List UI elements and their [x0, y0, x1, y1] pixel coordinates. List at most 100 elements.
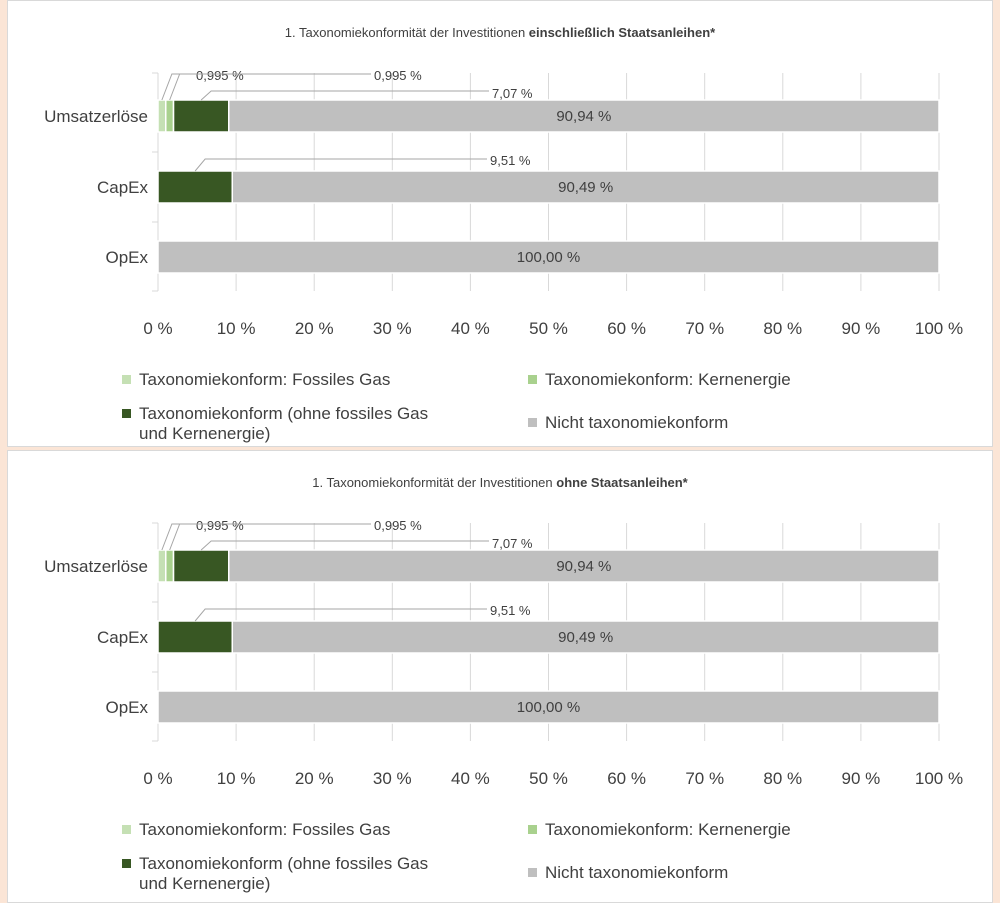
leader-line: [200, 540, 489, 551]
x-tick-label: 50 %: [529, 769, 568, 788]
legend-swatch: [528, 375, 537, 384]
x-tick-label: 80 %: [763, 319, 802, 338]
data-label: 100,00 %: [517, 699, 580, 716]
bar-segment: [228, 549, 940, 583]
bars: 90,94 % 90,49 % 100,00 %: [157, 99, 940, 274]
bar-segment: [172, 549, 230, 583]
legend-label: Taxonomiekonform: Kernenergie: [545, 820, 791, 839]
legend-label: Taxonomiekonform (ohne fossiles Gas: [139, 854, 428, 873]
x-tick-label: 90 %: [842, 769, 881, 788]
chart-panel-with-sovereign-bonds: 1. Taxonomiekonformität der Investitione…: [7, 0, 993, 447]
legend: Taxonomiekonform: Fossiles Gas Taxonomiek…: [122, 820, 791, 893]
leader-line: [194, 158, 487, 172]
chart-title-prefix: 1. Taxonomiekonformität der Investitione…: [312, 475, 556, 490]
x-tick-label: 50 %: [529, 319, 568, 338]
x-tick-label: 0 %: [143, 769, 172, 788]
y-axis: [152, 522, 159, 742]
category-label: CapEx: [97, 178, 149, 197]
category-label: OpEx: [105, 248, 148, 267]
legend-label: Taxonomiekonform: Kernenergie: [545, 370, 791, 389]
legend-label: und Kernenergie): [139, 874, 270, 893]
bar-segment: [228, 99, 940, 133]
legend-label: Nicht taxonomiekonform: [545, 863, 728, 882]
chart-title-bold: einschließlich Staatsanleihen*: [529, 25, 716, 40]
legend-swatch: [122, 409, 131, 418]
x-tick-label: 10 %: [217, 319, 256, 338]
x-tick-label: 90 %: [842, 319, 881, 338]
x-tick-label: 70 %: [685, 319, 724, 338]
data-label: 100,00 %: [517, 249, 580, 266]
data-label: 0,995 %: [196, 68, 244, 83]
leader-line: [169, 523, 371, 551]
bar-segment: [157, 690, 940, 724]
data-label: 7,07 %: [492, 86, 533, 101]
category-label: OpEx: [105, 698, 148, 717]
bar-segment: [157, 99, 167, 133]
chart-title-prefix: 1. Taxonomiekonformität der Investitione…: [285, 25, 529, 40]
x-tick-label: 20 %: [295, 769, 334, 788]
legend-swatch: [528, 868, 537, 877]
leader-line: [161, 73, 193, 101]
x-tick-label: 40 %: [451, 769, 490, 788]
legend-label: Taxonomiekonform (ohne fossiles Gas: [139, 404, 428, 423]
bars: 90,94 % 90,49 % 100,00 %: [157, 549, 940, 724]
x-tick-label: 20 %: [295, 319, 334, 338]
bar-segment: [157, 620, 234, 654]
x-tick-label: 30 %: [373, 769, 412, 788]
x-tick-label: 30 %: [373, 319, 412, 338]
bar-segment: [157, 240, 940, 274]
x-tick-label: 40 %: [451, 319, 490, 338]
legend-label: Taxonomiekonform: Fossiles Gas: [139, 820, 390, 839]
x-tick-label: 70 %: [685, 769, 724, 788]
leader-line: [161, 523, 193, 551]
chart-title-bold: ohne Staatsanleihen*: [556, 475, 688, 490]
bar-segment: [157, 549, 167, 583]
x-tick-label: 10 %: [217, 769, 256, 788]
data-label: 90,49 %: [558, 179, 613, 196]
bar-segment: [231, 170, 940, 204]
bar-segment: [165, 549, 175, 583]
data-label: 90,94 %: [556, 558, 611, 575]
legend-swatch: [122, 859, 131, 868]
bar-segment: [157, 170, 234, 204]
leader-line: [200, 90, 489, 101]
legend-swatch: [122, 375, 131, 384]
legend-label: Taxonomiekonform: Fossiles Gas: [139, 370, 390, 389]
x-tick-label: 60 %: [607, 319, 646, 338]
leader-line: [169, 73, 371, 101]
legend-label: Nicht taxonomiekonform: [545, 413, 728, 432]
chart-without-sovereign-bonds: 1. Taxonomiekonformität der Investitione…: [44, 475, 963, 893]
x-tick-label: 100 %: [915, 319, 963, 338]
chart-with-sovereign-bonds: 1. Taxonomiekonformität der Investitione…: [44, 25, 963, 443]
data-label: 90,49 %: [558, 629, 613, 646]
legend: Taxonomiekonform: Fossiles Gas Taxonomiek…: [122, 370, 791, 443]
bar-segment: [172, 99, 230, 133]
chart-title: 1. Taxonomiekonformität der Investitione…: [312, 475, 688, 490]
x-tick-label: 60 %: [607, 769, 646, 788]
callouts: 0,995 % 0,995 % 7,07 % 9,51 %: [161, 518, 533, 622]
y-axis: [152, 72, 159, 292]
x-tick-label: 100 %: [915, 769, 963, 788]
category-label: CapEx: [97, 628, 149, 647]
data-label: 7,07 %: [492, 536, 533, 551]
chart-panel-without-sovereign-bonds: 1. Taxonomiekonformität der Investitione…: [7, 450, 993, 903]
x-tick-label: 0 %: [143, 319, 172, 338]
legend-label: und Kernenergie): [139, 424, 270, 443]
data-label: 0,995 %: [374, 518, 422, 533]
bar-segment: [231, 620, 940, 654]
legend-swatch: [528, 825, 537, 834]
data-label: 0,995 %: [374, 68, 422, 83]
category-label: Umsatzerlöse: [44, 557, 148, 576]
legend-swatch: [122, 825, 131, 834]
callouts: 0,995 % 0,995 % 7,07 % 9,51 %: [161, 68, 533, 172]
data-label: 0,995 %: [196, 518, 244, 533]
bar-segment: [165, 99, 175, 133]
category-label: Umsatzerlöse: [44, 107, 148, 126]
x-tick-label: 80 %: [763, 769, 802, 788]
chart-title: 1. Taxonomiekonformität der Investitione…: [285, 25, 716, 40]
leader-line: [194, 608, 487, 622]
data-label: 9,51 %: [490, 603, 531, 618]
data-label: 90,94 %: [556, 108, 611, 125]
data-label: 9,51 %: [490, 153, 531, 168]
legend-swatch: [528, 418, 537, 427]
